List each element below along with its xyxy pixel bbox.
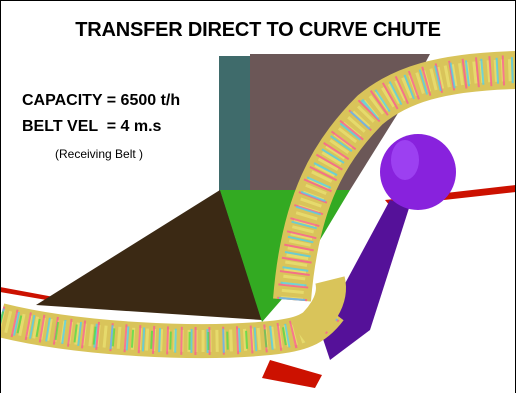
receiving-belt-note: (Receiving Belt ) — [55, 147, 144, 161]
headframe-column — [219, 56, 250, 232]
capacity-label: CAPACITY = 6500 t/h — [22, 92, 181, 109]
frame-border-left — [0, 0, 1, 393]
page-title: TRANSFER DIRECT TO CURVE CHUTE — [75, 19, 441, 41]
head-pulley — [380, 134, 456, 210]
belt-velocity-label: BELT VEL = 4 m.s — [22, 118, 162, 135]
frame-border-top — [0, 0, 516, 1]
hopper-dark-face — [36, 190, 262, 320]
receiving-belt-bottom — [262, 360, 322, 388]
